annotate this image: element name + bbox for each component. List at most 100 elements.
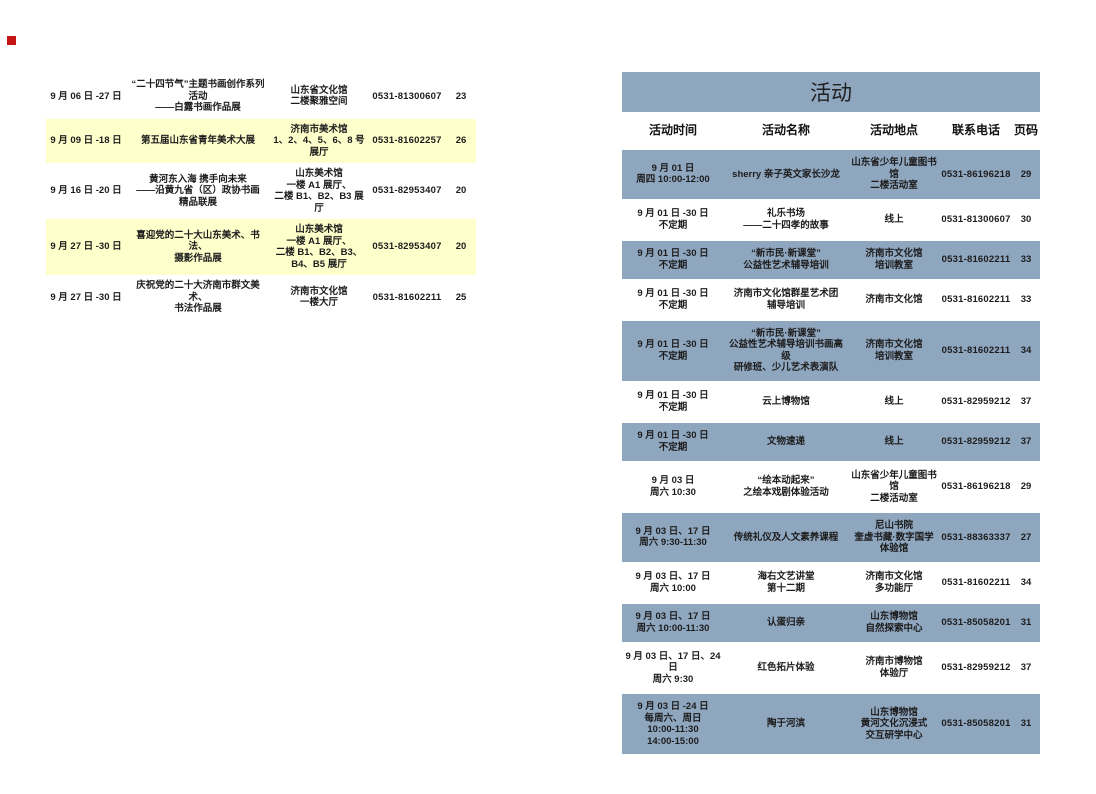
activity-table-rows: 9 月 01 日 周四 10:00-12:00 sherry 亲子英文家长沙龙 … bbox=[622, 150, 1040, 754]
table-row: 9 月 03 日 周六 10:30 “绘本动起来” 之绘本戏剧体验活动 山东省少… bbox=[622, 463, 1040, 512]
activity-table-title: 活动 bbox=[622, 72, 1040, 112]
cell-contact-phone: 0531-81602211 bbox=[941, 253, 1011, 265]
cell-contact-phone: 0531-82953407 bbox=[372, 185, 442, 197]
cell-activity-location: 济南市文化馆 培训教室 bbox=[865, 339, 923, 362]
table-row: 9 月 01 日 -30 日 不定期 礼乐书场 ——二十四孝的故事 线上 053… bbox=[622, 201, 1040, 239]
cell-activity-time: 9 月 03 日、17 日 周六 10:00-11:30 bbox=[635, 611, 711, 634]
column-header-phone: 联系电话 bbox=[951, 122, 1000, 137]
cell-activity-location: 山东省少年儿童图书馆 二楼活动室 bbox=[851, 469, 937, 504]
table-row: 9 月 01 日 -30 日 不定期 “新市民·新课堂” 公益性艺术辅导培训书画… bbox=[622, 320, 1040, 381]
cell-activity-location: 济南市文化馆 bbox=[865, 293, 923, 305]
cell-activity-location: 线上 bbox=[884, 395, 904, 407]
column-header-name: 活动名称 bbox=[761, 122, 810, 137]
cell-contact-phone: 0531-82953407 bbox=[372, 241, 442, 253]
cell-activity-name: 济南市文化馆群星艺术团 辅导培训 bbox=[733, 288, 839, 311]
cell-activity-name: “新市民·新课堂” 公益性艺术辅导培训 bbox=[743, 248, 829, 271]
cell-activity-name: 喜迎党的二十大山东美术、书法、 摄影作品展 bbox=[136, 229, 260, 264]
cell-contact-phone: 0531-81602211 bbox=[941, 293, 1011, 305]
table-row: 9 月 01 日 -30 日 不定期 云上博物馆 线上 0531-8295921… bbox=[622, 383, 1040, 421]
cell-activity-location: 济南市文化馆 培训教室 bbox=[865, 248, 923, 271]
cell-contact-phone: 0531-86196218 bbox=[941, 168, 1011, 180]
cell-activity-name: 海右文艺讲堂 第十二期 bbox=[757, 571, 815, 594]
cell-activity-name: 传统礼仪及人文素养课程 bbox=[733, 531, 839, 543]
cell-activity-time: 9 月 03 日、17 日 周六 10:00 bbox=[635, 571, 711, 594]
cell-page-number: 34 bbox=[1020, 576, 1032, 588]
cell-activity-name: 第五届山东省青年美术大展 bbox=[140, 135, 255, 146]
cell-page-number: 31 bbox=[1020, 616, 1032, 628]
cell-page-number: 27 bbox=[1020, 531, 1032, 543]
cell-contact-phone: 0531-81300607 bbox=[372, 90, 442, 102]
cell-activity-name: “新市民·新课堂” 公益性艺术辅导培训书画高级 研修班、少儿艺术表演队 bbox=[728, 327, 843, 374]
cell-contact-phone: 0531-82959212 bbox=[941, 435, 1011, 447]
cell-activity-location: 济南市文化馆 多功能厅 bbox=[865, 571, 923, 594]
cell-activity-location: 山东美术馆 一楼 A1 展厅、 二楼 B1、B2、B3 展厅 bbox=[274, 168, 364, 214]
table-row: 9 月 03 日、17 日 周六 10:00-11:30 认蛋归亲 山东博物馆 … bbox=[622, 603, 1040, 642]
table-row: 9 月 01 日 -30 日 不定期 济南市文化馆群星艺术团 辅导培训 济南市文… bbox=[622, 281, 1040, 319]
cell-activity-name: 庆祝党的二十大济南市群文美术、 书法作品展 bbox=[136, 280, 260, 314]
table-row: 9 月 03 日、17 日、24 日 周六 9:30 红色拓片体验 济南市博物馆… bbox=[622, 644, 1040, 693]
cell-activity-time: 9 月 01 日 -30 日 不定期 bbox=[637, 390, 709, 413]
table-row: 9 月 27 日 -30 日 庆祝党的二十大济南市群文美术、 书法作品展 济南市… bbox=[46, 275, 476, 320]
column-header-location: 活动地点 bbox=[869, 122, 918, 137]
cell-activity-name: “绘本动起来” 之绘本戏剧体验活动 bbox=[743, 475, 829, 498]
cell-activity-location: 山东美术馆 一楼 A1 展厅、 二楼 B1、B2、B3、 B4、B5 展厅 bbox=[275, 224, 363, 270]
cell-activity-name: 陶于河滨 bbox=[766, 718, 805, 730]
column-header-time: 活动时间 bbox=[648, 122, 697, 137]
table-row: 9 月 06 日 -27 日 “二十四节气”主题书画创作系列 活动 ——白露书画… bbox=[46, 74, 476, 119]
cell-activity-name: sherry 亲子英文家长沙龙 bbox=[732, 168, 840, 180]
cell-activity-time: 9 月 06 日 -27 日 bbox=[50, 90, 122, 102]
table-row: 9 月 27 日 -30 日 喜迎党的二十大山东美术、书法、 摄影作品展 山东美… bbox=[46, 219, 476, 275]
cell-page-number: 29 bbox=[1020, 481, 1032, 492]
cell-activity-name: 礼乐书场 ——二十四孝的故事 bbox=[743, 208, 829, 231]
cell-contact-phone: 0531-81602211 bbox=[941, 576, 1011, 588]
cell-activity-time: 9 月 27 日 -30 日 bbox=[50, 241, 122, 253]
cell-activity-location: 山东省文化馆 二楼聚雅空间 bbox=[290, 84, 348, 108]
cell-page-number: 37 bbox=[1020, 395, 1032, 407]
cell-contact-phone: 0531-81602211 bbox=[941, 344, 1011, 356]
cell-contact-phone: 0531-88363337 bbox=[941, 531, 1011, 543]
cell-activity-location: 济南市博物馆 体验厅 bbox=[865, 656, 923, 679]
activity-table: 活动 活动时间 活动名称 活动地点 联系电话 页码 9 月 01 日 周四 10… bbox=[622, 72, 1040, 756]
cell-page-number: 33 bbox=[1020, 253, 1032, 265]
cell-contact-phone: 0531-82959212 bbox=[941, 662, 1011, 673]
cell-activity-location: 济南市美术馆 1、2、4、5、6、8 号 展厅 bbox=[273, 123, 365, 158]
cell-activity-name: 文物速递 bbox=[766, 435, 805, 447]
cell-activity-time: 9 月 16 日 -20 日 bbox=[50, 185, 122, 197]
cell-page-number: 29 bbox=[1020, 168, 1032, 180]
cell-contact-phone: 0531-81602257 bbox=[372, 135, 442, 146]
cell-contact-phone: 0531-81602211 bbox=[372, 291, 442, 303]
cell-activity-time: 9 月 27 日 -30 日 bbox=[50, 291, 122, 303]
cell-activity-time: 9 月 01 日 -30 日 不定期 bbox=[637, 208, 709, 231]
table-row: 9 月 16 日 -20 日 黄河东入海 携手向未来 ——沿黄九省（区）政协书画… bbox=[46, 163, 476, 219]
cell-activity-name: 黄河东入海 携手向未来 ——沿黄九省（区）政协书画 精品联展 bbox=[136, 173, 260, 208]
table-row: 9 月 09 日 -18 日 第五届山东省青年美术大展 济南市美术馆 1、2、4… bbox=[46, 118, 476, 163]
cell-activity-name: 红色拓片体验 bbox=[757, 662, 815, 673]
cell-activity-name: 云上博物馆 bbox=[762, 395, 810, 407]
cell-activity-location: 济南市文化馆 一楼大厅 bbox=[290, 285, 348, 309]
cell-activity-location: 山东博物馆 自然探索中心 bbox=[865, 611, 923, 634]
cell-activity-time: 9 月 03 日 周六 10:30 bbox=[650, 475, 696, 498]
exhibition-table: 9 月 06 日 -27 日 “二十四节气”主题书画创作系列 活动 ——白露书画… bbox=[46, 74, 476, 320]
cell-contact-phone: 0531-85058201 bbox=[941, 616, 1011, 628]
cell-activity-location: 山东省少年儿童图书馆 二楼活动室 bbox=[851, 157, 937, 191]
cell-page-number: 34 bbox=[1020, 344, 1032, 356]
cell-page-number: 37 bbox=[1020, 662, 1032, 673]
cell-page-number: 20 bbox=[455, 185, 467, 197]
cell-page-number: 26 bbox=[455, 135, 467, 146]
red-page-marker bbox=[7, 36, 16, 45]
cell-activity-time: 9 月 01 日 -30 日 不定期 bbox=[637, 430, 709, 453]
table-row: 9 月 03 日、17 日 周六 9:30-11:30 传统礼仪及人文素养课程 … bbox=[622, 513, 1040, 562]
cell-activity-time: 9 月 03 日、17 日 周六 9:30-11:30 bbox=[635, 525, 711, 549]
cell-contact-phone: 0531-82959212 bbox=[941, 395, 1011, 407]
cell-page-number: 37 bbox=[1020, 435, 1032, 447]
table-row: 9 月 03 日、17 日 周六 10:00 海右文艺讲堂 第十二期 济南市文化… bbox=[622, 564, 1040, 602]
cell-activity-location: 线上 bbox=[884, 435, 904, 447]
cell-page-number: 31 bbox=[1020, 718, 1032, 730]
cell-activity-location: 山东博物馆 黄河文化沉浸式 交互研学中心 bbox=[860, 706, 928, 741]
table-row: 9 月 01 日 周四 10:00-12:00 sherry 亲子英文家长沙龙 … bbox=[622, 150, 1040, 199]
cell-page-number: 20 bbox=[455, 241, 467, 253]
cell-contact-phone: 0531-81300607 bbox=[941, 213, 1011, 225]
cell-contact-phone: 0531-85058201 bbox=[941, 718, 1011, 730]
cell-activity-time: 9 月 03 日、17 日、24 日 周六 9:30 bbox=[625, 650, 721, 685]
